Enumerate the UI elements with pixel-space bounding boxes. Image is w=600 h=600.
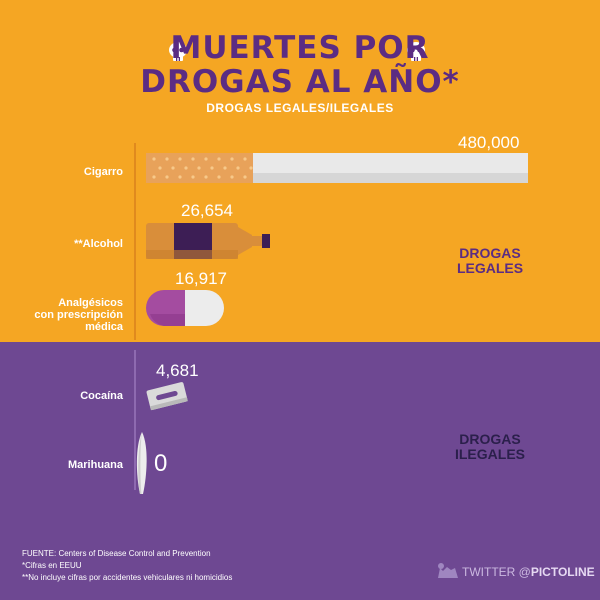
category-label-analgesicos: Analgésicos con prescripción médica <box>34 297 123 333</box>
value-label-alcohol: 26,654 <box>181 201 233 220</box>
filter-dot <box>165 175 169 179</box>
cigarette-icon <box>146 153 528 183</box>
category-label-line: Analgésicos <box>58 297 123 309</box>
joint-shade <box>138 432 142 494</box>
group-label-line: DROGAS <box>459 245 521 261</box>
filter-dot <box>230 175 234 179</box>
value-label-cigarro: 480,000 <box>458 133 520 152</box>
cat-icon <box>438 563 458 578</box>
blade-slot <box>156 390 178 401</box>
value-label-marihuana: 0 <box>154 450 168 477</box>
filter-dot <box>230 157 234 161</box>
category-label-line: médica <box>85 321 123 333</box>
brand-credit[interactable]: TWITTER @PICTOLINE <box>462 565 595 579</box>
bar-analgesicos <box>146 290 224 326</box>
bottle-icon <box>146 223 270 259</box>
filter-dot <box>191 157 195 161</box>
filter-dot <box>204 157 208 161</box>
footer-note-2: **No incluye cifras por accidentes vehic… <box>22 573 233 582</box>
chart-title-line2: DROGAS AL AÑO* <box>140 64 460 100</box>
pill-right-half <box>185 290 224 326</box>
category-label-marihuana: Marihuana <box>67 459 123 471</box>
footer-note-1: *Cifras en EEUU <box>22 561 82 570</box>
bottle-cap <box>262 234 270 248</box>
filter-dot <box>165 157 169 161</box>
filter-dot <box>217 175 221 179</box>
filter-dot <box>210 166 214 170</box>
axis-line-legal <box>134 143 136 340</box>
bottle-shade <box>146 250 238 259</box>
bar-alcohol <box>146 223 270 259</box>
filter-dot <box>191 175 195 179</box>
pill-icon <box>146 290 224 326</box>
bar-cigarro <box>146 153 528 183</box>
skull-icon <box>407 42 425 61</box>
razor-blade-icon <box>146 382 188 411</box>
brand-prefix: TWITTER @ <box>462 565 531 579</box>
cigarette-shade <box>253 173 528 183</box>
filter-dot <box>152 175 156 179</box>
filter-dot <box>152 157 156 161</box>
bottle-neck <box>252 236 264 246</box>
value-label-analgesicos: 16,917 <box>175 269 227 288</box>
filter-dot <box>158 166 162 170</box>
filter-dot <box>249 166 253 170</box>
filter-dot <box>197 166 201 170</box>
chart-subtitle: DROGAS LEGALES/ILEGALES <box>206 101 394 115</box>
footer-source: FUENTE: Centers of Disease Control and P… <box>22 549 211 558</box>
axis-line-illegal <box>134 350 136 490</box>
joint-icon <box>136 432 147 494</box>
blade-edge <box>150 397 188 411</box>
category-label-cigarro: Cigarro <box>83 166 123 178</box>
category-label-line: con prescripción <box>34 309 123 321</box>
filter-dot <box>223 166 227 170</box>
brand-name: PICTOLINE <box>530 565 595 579</box>
filter-dot <box>184 166 188 170</box>
skull-icon <box>169 42 187 61</box>
cigarette-filter-dots <box>152 157 253 179</box>
group-label-line: DROGAS <box>459 431 521 447</box>
group-label-line: ILEGALES <box>454 446 525 462</box>
filter-dot <box>243 175 247 179</box>
pill-shade <box>150 314 185 326</box>
illegal-band <box>0 342 600 600</box>
group-label-illegal: DROGAS ILEGALES <box>440 432 540 462</box>
filter-dot <box>178 157 182 161</box>
group-label-line: LEGALES <box>456 260 524 276</box>
filter-dot <box>217 157 221 161</box>
group-label-legal: DROGAS LEGALES <box>440 246 540 276</box>
filter-dot <box>171 166 175 170</box>
value-label-cocaina: 4,681 <box>156 361 199 380</box>
filter-dot <box>204 175 208 179</box>
category-label-alcohol: **Alcohol <box>74 238 123 250</box>
bar-cocaina <box>146 382 188 411</box>
chart-title-line1: MUERTES POR <box>170 30 430 66</box>
filter-dot <box>178 175 182 179</box>
bottle-shoulder <box>238 227 252 255</box>
filter-dot <box>236 166 240 170</box>
category-label-cocaina: Cocaína <box>80 390 123 402</box>
filter-dot <box>243 157 247 161</box>
